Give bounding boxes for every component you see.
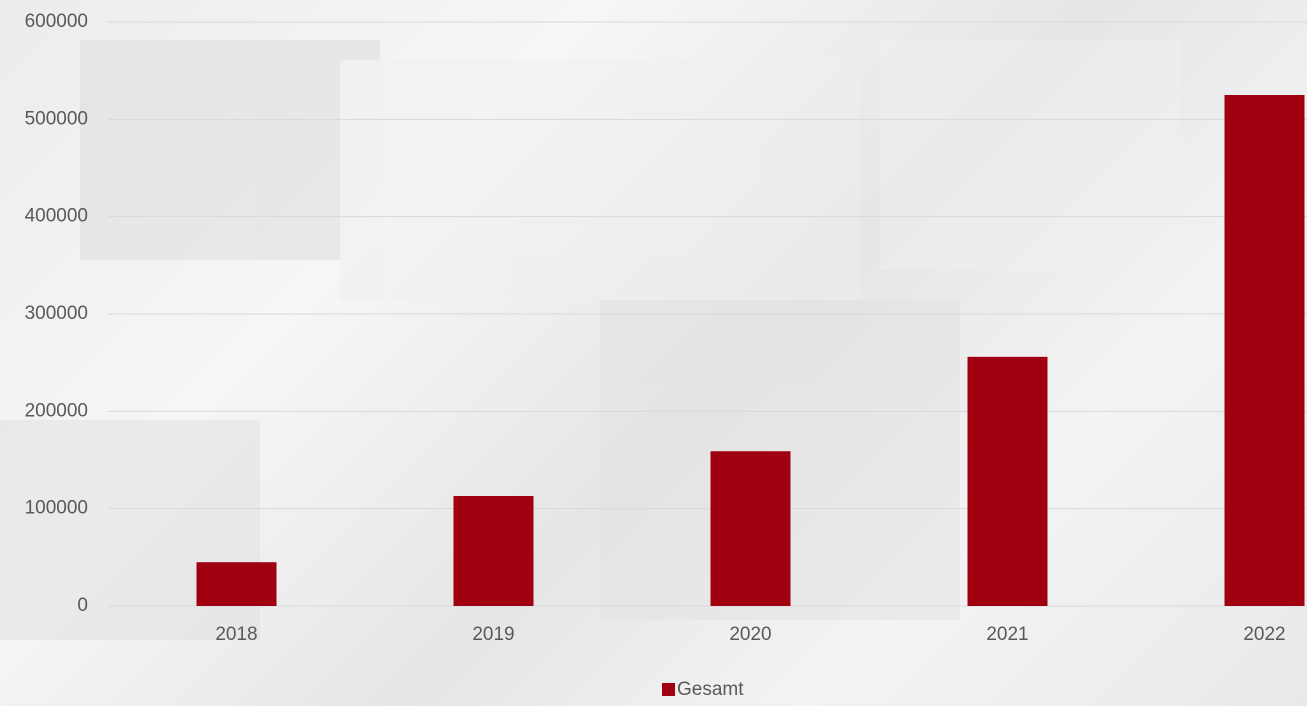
chart: 0 100000 200000 300000 400000 500000 600000 201… <box>0 0 1307 706</box>
x-tick-label: 2019 <box>472 624 514 645</box>
x-tick-label: 2021 <box>986 624 1028 645</box>
page: 0 100000 200000 300000 400000 500000 600000 201… <box>0 0 1307 706</box>
x-tick-label: 2022 <box>1243 624 1285 645</box>
y-tick-label: 200000 <box>25 400 88 421</box>
bar <box>711 451 791 606</box>
y-tick-label: 500000 <box>25 108 88 129</box>
legend-swatch <box>662 683 675 696</box>
bar <box>968 357 1048 606</box>
y-tick-label: 100000 <box>25 498 88 519</box>
bar <box>454 496 534 606</box>
x-tick-label: 2020 <box>729 624 771 645</box>
x-tick-label: 2018 <box>215 624 257 645</box>
y-tick-label: 400000 <box>25 206 88 227</box>
y-tick-label: 600000 <box>25 11 88 32</box>
bar <box>1225 95 1305 606</box>
bar <box>197 562 277 606</box>
legend-label: Gesamt <box>677 679 744 700</box>
y-tick-label: 300000 <box>25 303 88 324</box>
y-tick-label: 0 <box>77 595 88 616</box>
